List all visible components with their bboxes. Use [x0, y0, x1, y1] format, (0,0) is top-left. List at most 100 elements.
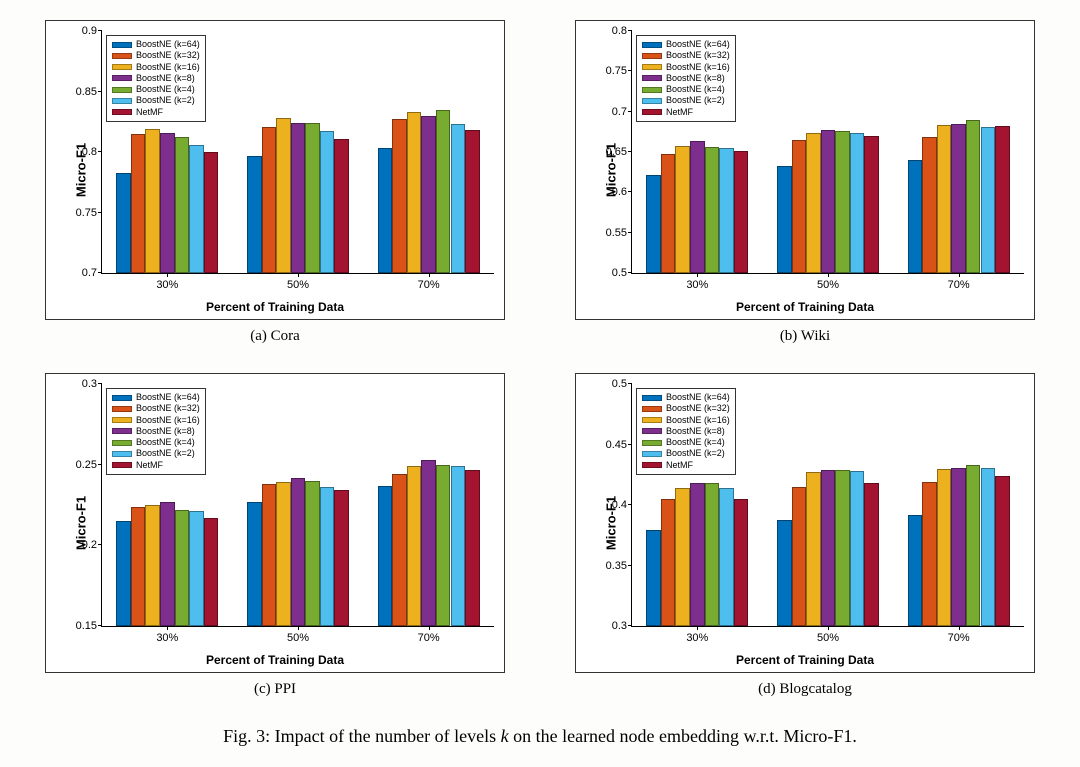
chart-box: Micro-F1Percent of Training DataBoostNE … — [45, 373, 505, 673]
legend-label: BoostNE (k=64) — [666, 39, 730, 50]
legend: BoostNE (k=64)BoostNE (k=32)BoostNE (k=1… — [636, 35, 736, 122]
bar — [690, 483, 705, 626]
legend-swatch — [642, 417, 662, 423]
legend-swatch — [642, 428, 662, 434]
legend-item: BoostNE (k=32) — [112, 403, 200, 414]
bar — [937, 125, 952, 273]
caption-var: k — [501, 726, 509, 746]
bar — [646, 530, 661, 626]
legend-swatch — [642, 53, 662, 59]
panel-caption: (d) Blogcatalog — [758, 681, 852, 698]
y-tick-label: 0.9 — [82, 25, 102, 37]
y-tick-label: 0.55 — [606, 227, 632, 239]
legend-swatch — [112, 75, 132, 81]
legend-swatch — [642, 440, 662, 446]
bar — [204, 152, 219, 273]
legend-item: BoostNE (k=4) — [642, 84, 730, 95]
bar — [675, 146, 690, 273]
legend-label: BoostNE (k=8) — [136, 426, 195, 437]
bar — [436, 465, 451, 626]
bar — [719, 488, 734, 626]
caption-text: on the learned node embedding w.r.t. Mic… — [509, 726, 857, 746]
bar — [451, 124, 466, 273]
legend-label: BoostNE (k=4) — [136, 84, 195, 95]
legend-label: BoostNE (k=64) — [666, 392, 730, 403]
legend-label: BoostNE (k=64) — [136, 39, 200, 50]
legend-label: BoostNE (k=16) — [666, 415, 730, 426]
legend-label: BoostNE (k=16) — [666, 62, 730, 73]
legend-item: BoostNE (k=2) — [642, 448, 730, 459]
bar — [465, 130, 480, 273]
legend-label: BoostNE (k=32) — [136, 403, 200, 414]
chart-box: Micro-F1Percent of Training DataBoostNE … — [575, 373, 1035, 673]
legend-label: BoostNE (k=4) — [666, 437, 725, 448]
bar — [850, 133, 865, 273]
x-axis-label: Percent of Training Data — [736, 653, 874, 667]
legend-swatch — [112, 109, 132, 115]
legend-item: BoostNE (k=4) — [642, 437, 730, 448]
y-tick-label: 0.45 — [606, 439, 632, 451]
legend-label: BoostNE (k=64) — [136, 392, 200, 403]
bar — [334, 490, 349, 626]
bar — [981, 468, 996, 627]
bar — [966, 465, 981, 626]
legend-item: BoostNE (k=2) — [642, 95, 730, 106]
y-tick-label: 0.5 — [612, 378, 632, 390]
bar — [291, 123, 306, 273]
legend-item: BoostNE (k=8) — [642, 426, 730, 437]
bar — [305, 123, 320, 273]
legend-item: NetMF — [642, 107, 730, 118]
legend-item: BoostNE (k=16) — [112, 62, 200, 73]
bar — [864, 483, 879, 626]
bar — [719, 148, 734, 273]
legend-swatch — [112, 428, 132, 434]
bar — [864, 136, 879, 273]
legend-item: NetMF — [112, 460, 200, 471]
legend-item: BoostNE (k=16) — [642, 62, 730, 73]
y-tick-label: 0.8 — [82, 146, 102, 158]
bar — [407, 112, 422, 273]
y-tick-label: 0.4 — [612, 499, 632, 511]
bar — [806, 133, 821, 273]
legend-label: BoostNE (k=16) — [136, 415, 200, 426]
bar — [305, 481, 320, 626]
bar — [734, 151, 749, 273]
panel-caption: (a) Cora — [250, 328, 300, 345]
legend-label: BoostNE (k=8) — [666, 73, 725, 84]
y-tick-label: 0.8 — [612, 25, 632, 37]
bar — [661, 154, 676, 273]
plot-area: BoostNE (k=64)BoostNE (k=32)BoostNE (k=1… — [101, 384, 494, 627]
y-tick-label: 0.5 — [612, 267, 632, 279]
legend-item: BoostNE (k=64) — [112, 39, 200, 50]
y-tick-label: 0.65 — [606, 146, 632, 158]
legend-swatch — [112, 53, 132, 59]
legend-item: BoostNE (k=32) — [642, 403, 730, 414]
bar — [646, 175, 661, 273]
legend-item: BoostNE (k=2) — [112, 448, 200, 459]
legend-label: BoostNE (k=2) — [136, 448, 195, 459]
legend-item: NetMF — [112, 107, 200, 118]
legend-item: BoostNE (k=32) — [642, 50, 730, 61]
legend-swatch — [642, 75, 662, 81]
bar — [835, 131, 850, 273]
legend-label: NetMF — [666, 107, 693, 118]
y-tick-label: 0.15 — [76, 620, 102, 632]
x-axis-label: Percent of Training Data — [736, 300, 874, 314]
legend-item: BoostNE (k=2) — [112, 95, 200, 106]
bar — [421, 460, 436, 626]
legend-swatch — [112, 462, 132, 468]
figure-caption: Fig. 3: Impact of the number of levels k… — [30, 726, 1050, 747]
bar — [320, 131, 335, 273]
legend-swatch — [642, 406, 662, 412]
bar — [145, 129, 160, 273]
x-axis-label: Percent of Training Data — [206, 653, 344, 667]
legend-label: BoostNE (k=8) — [666, 426, 725, 437]
bar — [175, 137, 190, 273]
y-tick-label: 0.35 — [606, 560, 632, 572]
bar — [908, 515, 923, 626]
bar — [116, 173, 131, 273]
bar — [850, 471, 865, 626]
bar — [792, 487, 807, 626]
bar — [981, 127, 996, 273]
bar — [937, 469, 952, 626]
